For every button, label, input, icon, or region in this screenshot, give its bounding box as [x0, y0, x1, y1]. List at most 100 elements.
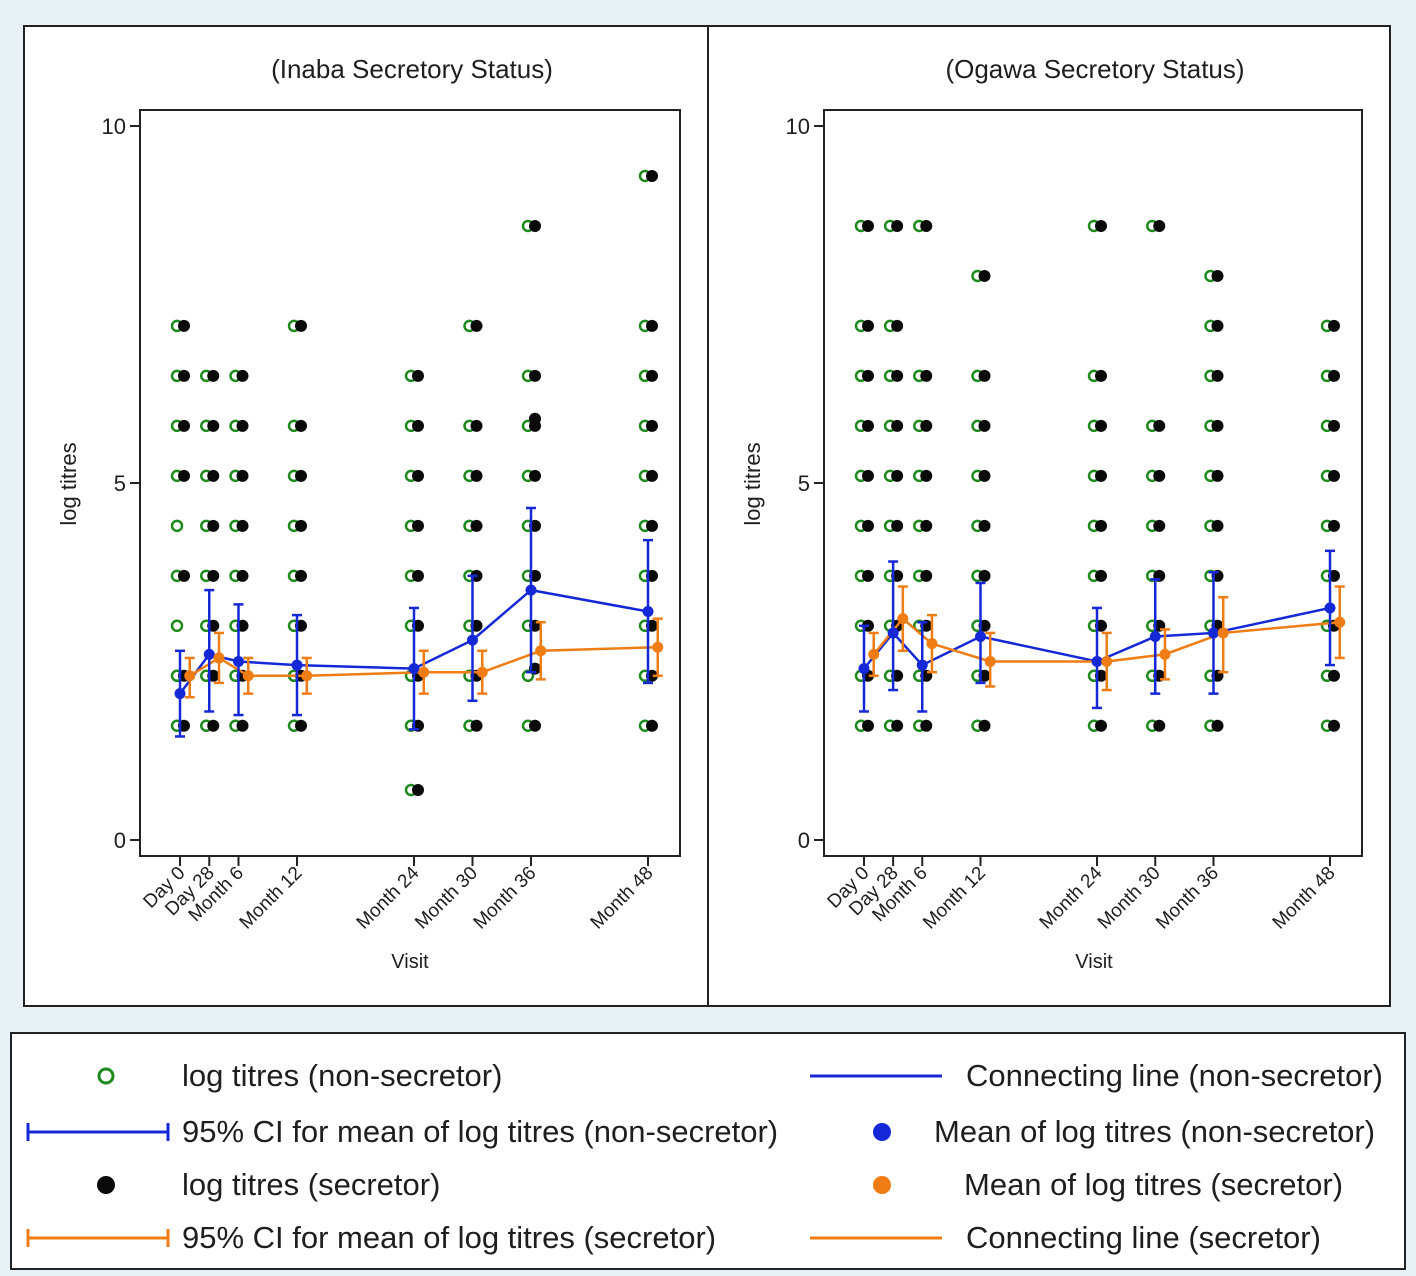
- secretor-point: [1095, 719, 1107, 732]
- secretor-point: [1328, 669, 1340, 682]
- secretor-mean-marker: [242, 670, 254, 682]
- secretor-point: [920, 519, 933, 532]
- secretor-point: [236, 369, 249, 382]
- secretor-point: [1211, 269, 1224, 282]
- secretor-point: [236, 569, 249, 582]
- secretor-point: [920, 469, 933, 482]
- secretor-point: [1328, 519, 1340, 532]
- secretor-point: [295, 319, 307, 332]
- nonsecretor-mean-marker: [203, 648, 215, 660]
- secretor-point: [891, 519, 904, 532]
- secretor-point: [1095, 569, 1107, 582]
- secretor-point: [1211, 719, 1224, 732]
- secretor-point: [1095, 219, 1107, 232]
- secretor-point: [891, 719, 904, 732]
- secretor-point: [1328, 419, 1340, 432]
- hollow-circle-icon: [97, 1067, 115, 1085]
- secretor-point: [1153, 469, 1166, 482]
- secretor-point: [978, 369, 991, 382]
- secretor-mean-marker: [926, 638, 938, 650]
- x-axis-label: Visit: [391, 951, 429, 973]
- panel-ogawa: (Ogawa Secretory Status) log titres Visi…: [740, 54, 1363, 973]
- legend: log titres (non-secretor) Connecting lin…: [10, 1032, 1406, 1270]
- legend-item-secretor-mean: Mean of log titres (secretor): [842, 1165, 1402, 1205]
- secretor-point: [412, 784, 424, 797]
- secretor-point: [470, 319, 483, 332]
- legend-item-secretor-line: Connecting line (secretor): [792, 1218, 1402, 1258]
- legend-item-nonsecretor-points: log titres (non-secretor): [12, 1056, 712, 1096]
- secretor-point: [236, 519, 249, 532]
- secretor-mean-marker: [184, 670, 196, 682]
- secretor-point: [207, 569, 220, 582]
- secretor-point: [412, 569, 424, 582]
- secretor-point: [1153, 519, 1166, 532]
- secretor-point: [412, 469, 424, 482]
- secretor-mean-marker: [418, 666, 430, 678]
- nonsecretor-mean-marker: [858, 663, 870, 675]
- secretor-point: [1153, 419, 1166, 432]
- secretor-point: [470, 519, 483, 532]
- legend-item-nonsecretor-ci: 95% CI for mean of log titres (non-secre…: [12, 1112, 792, 1152]
- panel-title: (Ogawa Secretory Status): [945, 54, 1244, 84]
- secretor-mean-marker: [984, 656, 996, 667]
- secretor-point: [646, 419, 658, 432]
- secretor-point: [1328, 469, 1340, 482]
- panel-inaba: (Inaba Secretory Status) log titres Visi…: [56, 54, 681, 973]
- legend-label: 95% CI for mean of log titres (non-secre…: [182, 1114, 779, 1149]
- legend-item-nonsecretor-mean: Mean of log titres (non-secretor): [842, 1112, 1402, 1152]
- secretor-mean-marker: [301, 670, 313, 682]
- secretor-mean-marker: [476, 666, 488, 678]
- secretor-point: [920, 219, 933, 232]
- secretor-mean-marker: [1159, 648, 1171, 660]
- secretor-point: [529, 369, 541, 382]
- y-tick-label: 5: [798, 471, 810, 496]
- secretor-point: [978, 569, 991, 582]
- y-tick-label: 10: [102, 114, 126, 139]
- secretor-point: [412, 369, 424, 382]
- x-axis-label: Visit: [1075, 951, 1113, 973]
- secretor-point: [295, 519, 307, 532]
- nonsecretor-mean-marker: [467, 634, 478, 646]
- secretor-point: [470, 719, 483, 732]
- secretor-point: [236, 719, 249, 732]
- secretor-mean-marker: [535, 645, 547, 657]
- secretor-point: [978, 469, 991, 482]
- secretor-point: [891, 219, 904, 232]
- legend-label: log titres (non-secretor): [182, 1058, 503, 1093]
- secretor-point: [178, 419, 190, 432]
- nonsecretor-connecting-line: [863, 606, 1331, 670]
- secretor-point: [891, 469, 904, 482]
- secretor-point: [862, 369, 874, 382]
- panel-title: (Inaba Secretory Status): [271, 54, 553, 84]
- secretor-point: [470, 469, 483, 482]
- nonsecretor-mean-marker: [887, 627, 899, 639]
- secretor-mean-marker: [897, 613, 909, 625]
- secretor-point: [978, 269, 991, 282]
- nonsecretor-mean-marker: [291, 659, 303, 671]
- secretor-point: [529, 219, 541, 232]
- nonsecretor-mean-marker: [525, 584, 537, 596]
- secretor-point: [891, 369, 904, 382]
- secretor-point: [646, 719, 658, 732]
- blue-line-icon: [810, 1074, 942, 1078]
- secretor-point: [862, 469, 874, 482]
- secretor-point: [920, 569, 933, 582]
- secretor-point: [891, 419, 904, 432]
- secretor-point: [1153, 219, 1166, 232]
- secretor-point: [1095, 519, 1107, 532]
- legend-label: Mean of log titres (non-secretor): [934, 1114, 1376, 1149]
- secretor-point: [412, 419, 424, 432]
- secretor-point: [646, 469, 658, 482]
- y-tick-label: 0: [798, 828, 810, 853]
- secretor-point: [295, 719, 307, 732]
- secretor-point: [1328, 719, 1340, 732]
- nonsecretor-point: [521, 669, 535, 683]
- secretor-point: [1095, 469, 1107, 482]
- secretor-point: [529, 719, 541, 732]
- secretor-mean-marker: [1101, 656, 1113, 667]
- capped-line-icon: [26, 1123, 170, 1141]
- secretor-point: [295, 419, 307, 432]
- orange-dot-icon: [873, 1176, 891, 1194]
- secretor-point: [178, 319, 190, 332]
